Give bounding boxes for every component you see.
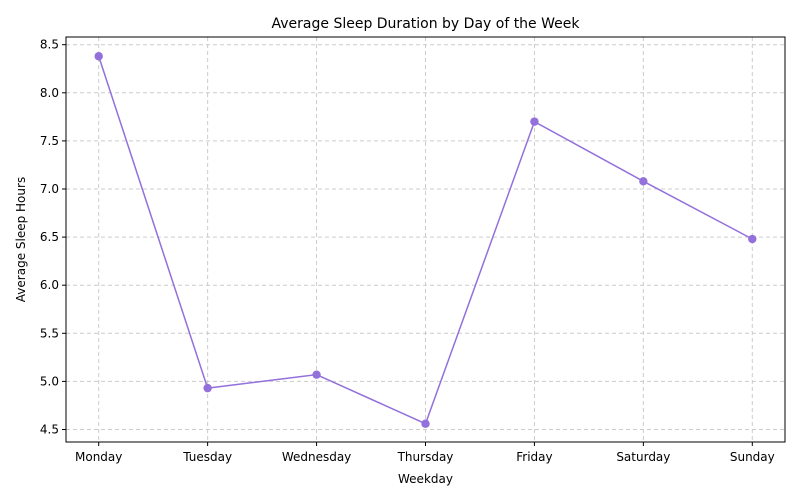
- x-tick-label: Sunday: [730, 450, 775, 464]
- y-tick-label: 6.5: [40, 230, 59, 244]
- y-tick-label: 7.5: [40, 134, 59, 148]
- y-tick-label: 6.0: [40, 278, 59, 292]
- y-tick-label: 7.0: [40, 182, 59, 196]
- x-tick-label: Monday: [75, 450, 122, 464]
- x-axis-label: Weekday: [398, 472, 453, 486]
- chart-title: Average Sleep Duration by Day of the Wee…: [272, 16, 581, 32]
- data-point: [530, 117, 539, 126]
- grid: [66, 37, 785, 442]
- x-tick-label: Saturday: [616, 450, 670, 464]
- x-tick-label: Friday: [516, 450, 552, 464]
- y-axis-label: Average Sleep Hours: [14, 177, 28, 302]
- y-axis: 4.5 5.0 5.5 6.0 6.5 7.0 7.5 8.0 8.5: [40, 38, 66, 436]
- y-tick-label: 8.0: [40, 86, 59, 100]
- data-point: [748, 234, 757, 244]
- y-tick-label: 8.5: [40, 38, 59, 52]
- data-point: [312, 370, 321, 379]
- data-point: [421, 419, 430, 428]
- series: [94, 52, 757, 428]
- x-tick-label: Thursday: [397, 450, 454, 464]
- y-tick-label: 5.5: [40, 326, 59, 340]
- data-point: [94, 52, 103, 61]
- x-axis: Monday Tuesday Wednesday Thursday Friday Satu…: [75, 442, 775, 464]
- y-tick-label: 5.0: [40, 374, 59, 388]
- x-tick-label: Wednesday: [282, 450, 351, 464]
- data-point: [203, 383, 212, 393]
- x-tick-label: Tuesday: [182, 450, 232, 464]
- y-tick-label: 4.5: [40, 422, 59, 436]
- data-point: [639, 177, 648, 186]
